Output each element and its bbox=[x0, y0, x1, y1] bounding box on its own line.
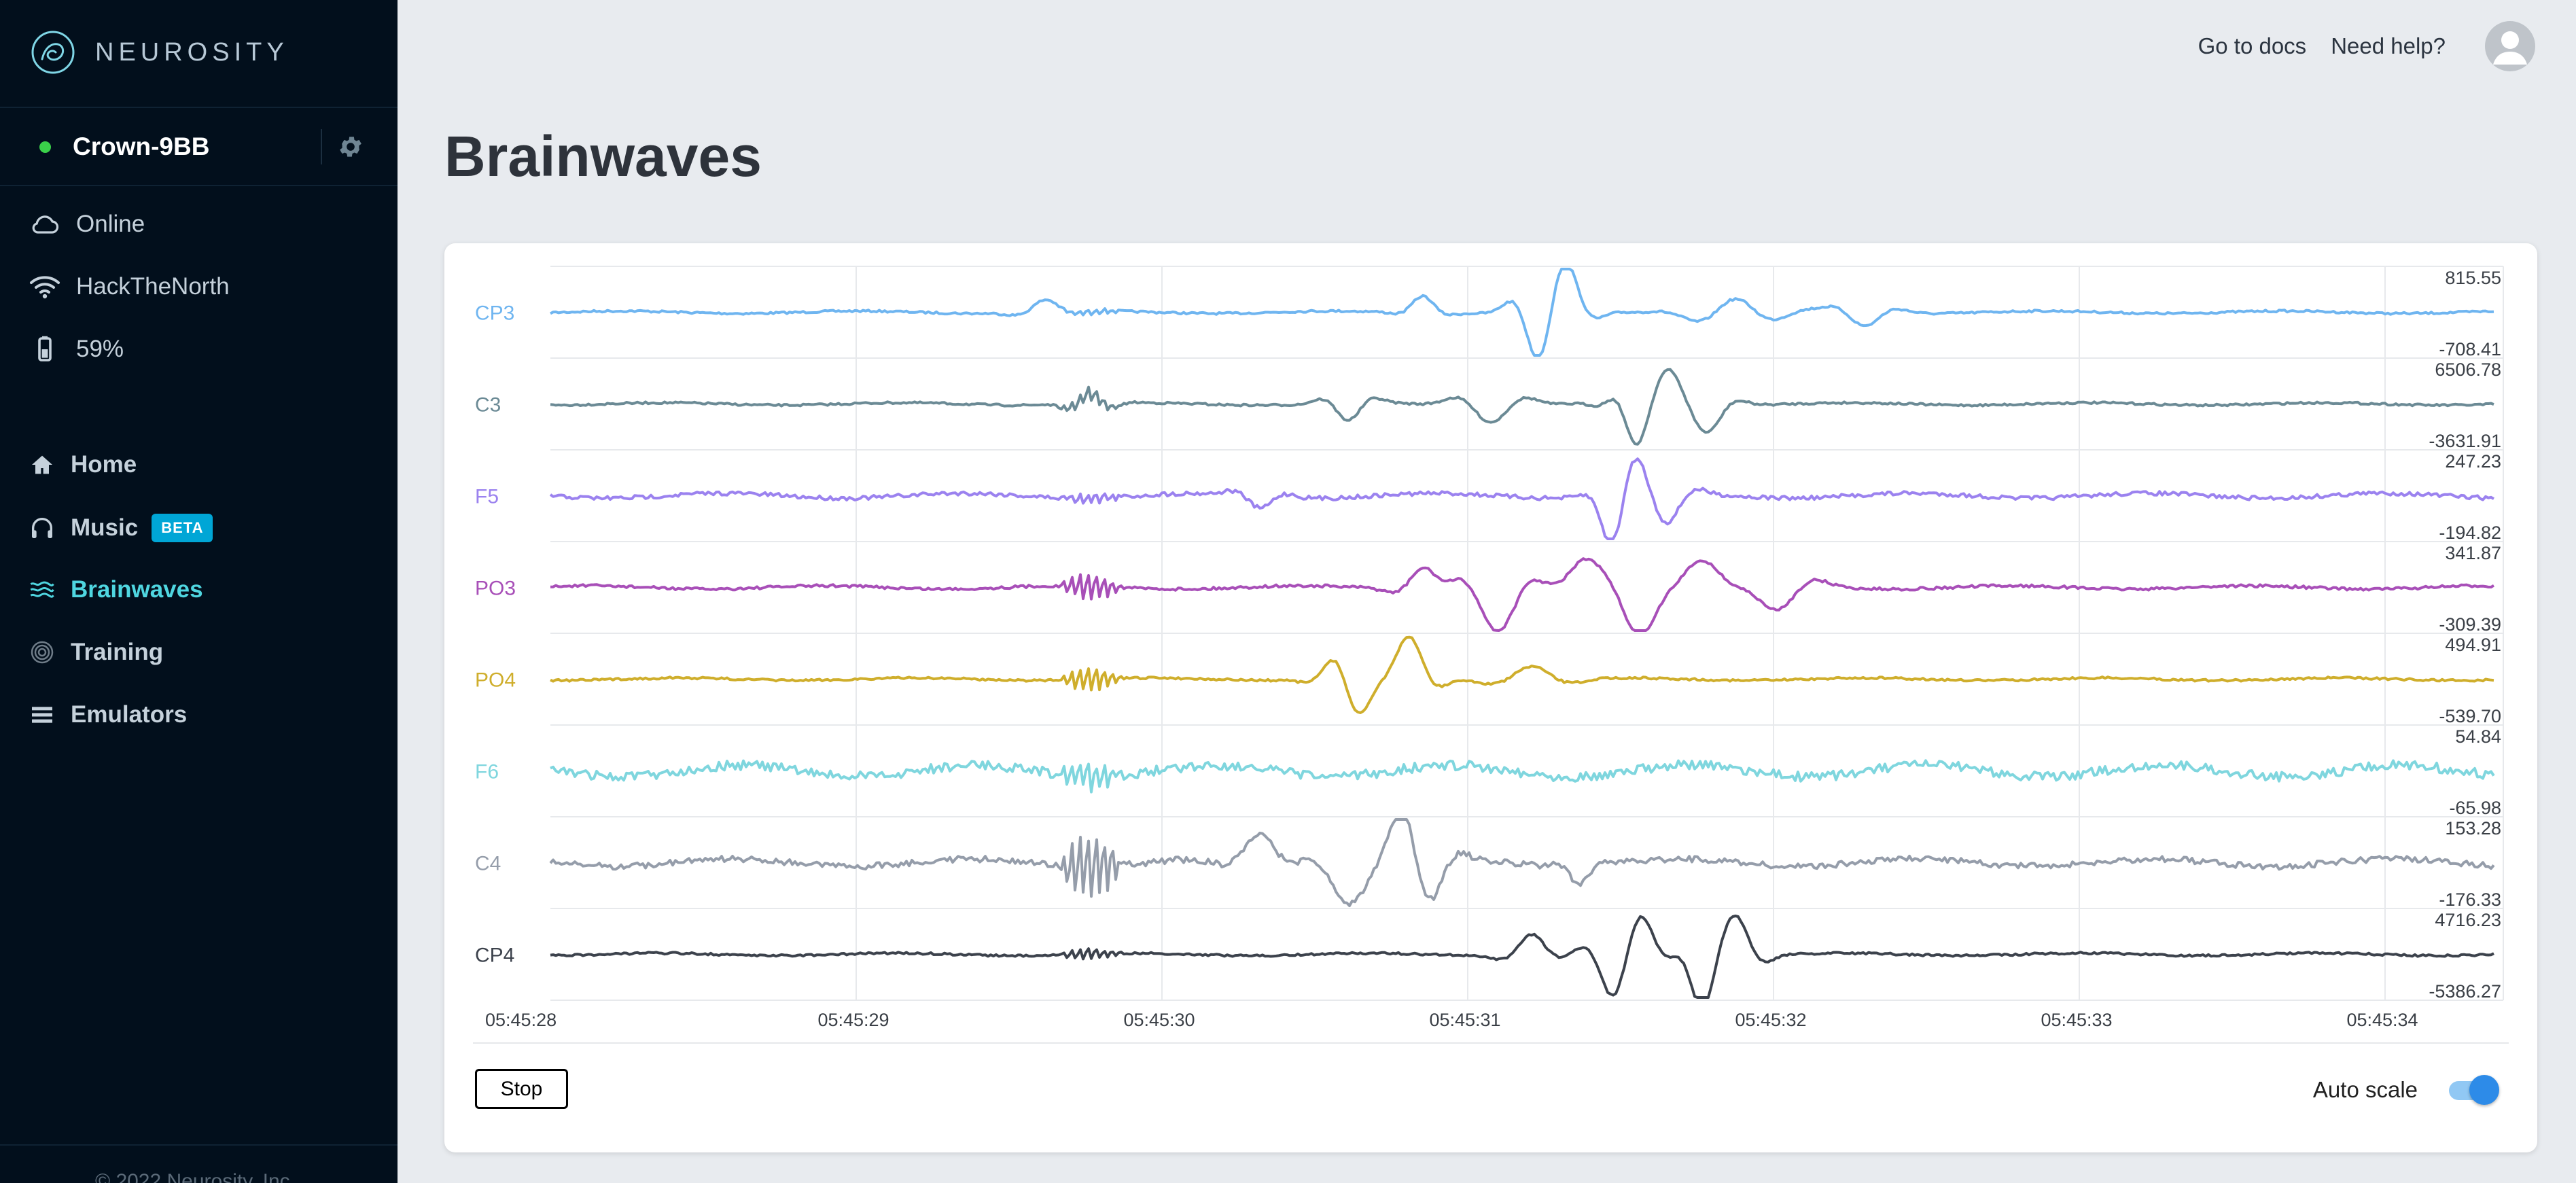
nav-item-home[interactable]: Home bbox=[29, 451, 137, 478]
series-line-f6 bbox=[550, 759, 2495, 794]
series-line-f5 bbox=[549, 457, 2494, 540]
stop-button[interactable]: Stop bbox=[475, 1069, 568, 1109]
user-icon bbox=[2493, 31, 2527, 65]
scale-min-label: -5386.27 bbox=[2429, 981, 2501, 1002]
scale-min-label: -309.39 bbox=[2439, 614, 2501, 635]
time-tick-label: 05:45:32 bbox=[1735, 1010, 1806, 1030]
time-tick-label: 05:45:33 bbox=[2041, 1010, 2112, 1030]
scale-min-label: -539.70 bbox=[2439, 706, 2501, 726]
list-icon bbox=[32, 707, 52, 723]
series-line-c3 bbox=[550, 368, 2494, 446]
gear-icon[interactable] bbox=[337, 133, 364, 160]
scale-max-label: 494.91 bbox=[2445, 635, 2501, 655]
scale-max-label: 153.28 bbox=[2445, 818, 2501, 838]
status-battery: 59% bbox=[29, 333, 124, 366]
status-online-label: Online bbox=[76, 211, 145, 237]
status-online: Online bbox=[29, 208, 145, 241]
avatar[interactable] bbox=[2485, 21, 2535, 71]
channel-label: F6 bbox=[475, 761, 499, 783]
scale-min-label: -176.33 bbox=[2439, 889, 2501, 910]
channel-label: CP4 bbox=[475, 944, 514, 967]
home-icon bbox=[32, 455, 52, 474]
time-tick-label: 05:45:31 bbox=[1429, 1010, 1500, 1030]
scale-min-label: -708.41 bbox=[2439, 339, 2501, 359]
sidebar-divider bbox=[0, 107, 398, 108]
card-divider bbox=[473, 1042, 2509, 1044]
headphones-icon bbox=[32, 518, 52, 538]
nav-item-music[interactable]: Music BETA bbox=[29, 514, 213, 542]
status-battery-label: 59% bbox=[76, 336, 124, 362]
brand-name: NEUROSITY bbox=[95, 37, 289, 67]
brainwaves-card: 05:45:28 05:45:29 05:45:30 05:45:31 05:45:32… bbox=[444, 243, 2537, 1152]
status-wifi-label: HackTheNorth bbox=[76, 273, 230, 300]
time-tick-label: 05:45:28 bbox=[485, 1010, 557, 1030]
device-status-dot bbox=[39, 141, 51, 153]
nav-item-label: Music bbox=[71, 514, 139, 541]
time-tick-label: 05:45:34 bbox=[2346, 1010, 2418, 1030]
brainwave-chart: 05:45:28 05:45:29 05:45:30 05:45:31 05:45:32… bbox=[475, 266, 2504, 1030]
series-line-po3 bbox=[550, 557, 2494, 632]
toggle-knob bbox=[2469, 1075, 2499, 1105]
fingerprint-icon bbox=[31, 641, 54, 664]
nav-item-training[interactable]: Training bbox=[29, 639, 163, 666]
brand-logo[interactable]: NEUROSITY bbox=[29, 25, 289, 80]
scale-max-label: 4716.23 bbox=[2435, 910, 2501, 930]
docs-link[interactable]: Go to docs bbox=[2198, 33, 2307, 58]
device-name: Crown-9BB bbox=[73, 133, 210, 160]
channel-label: PO3 bbox=[475, 578, 516, 600]
sidebar: NEUROSITY Crown-9BB Online HackTheNorth … bbox=[0, 0, 398, 1183]
battery-icon bbox=[38, 336, 52, 361]
nav-item-label: Brainwaves bbox=[71, 576, 203, 603]
series-line-cp3 bbox=[550, 268, 2494, 357]
channel-label: PO4 bbox=[475, 669, 516, 692]
beta-badge: BETA bbox=[152, 514, 213, 542]
autoscale-label: Auto scale bbox=[2312, 1077, 2418, 1102]
nav-item-label: Emulators bbox=[71, 701, 188, 728]
scale-max-label: 341.87 bbox=[2445, 543, 2501, 563]
scale-min-label: -3631.91 bbox=[2429, 431, 2501, 451]
waves-icon bbox=[30, 581, 54, 598]
cloud-icon bbox=[32, 215, 59, 234]
scale-max-label: 247.23 bbox=[2445, 451, 2501, 472]
series-line-c4 bbox=[549, 818, 2495, 907]
channel-label: C4 bbox=[475, 853, 501, 875]
channel-label: F5 bbox=[475, 486, 499, 508]
top-bar: Go to docs Need help? bbox=[2174, 19, 2535, 73]
sidebar-footer: © 2022 Neurosity, Inc. bbox=[95, 1170, 296, 1183]
neurosity-logo-icon bbox=[31, 31, 75, 74]
channel-label: CP3 bbox=[475, 302, 514, 325]
autoscale-toggle[interactable] bbox=[2445, 1074, 2499, 1106]
page-title: Brainwaves bbox=[444, 124, 762, 188]
series-line-cp4 bbox=[550, 915, 2494, 999]
series-line-po4 bbox=[550, 635, 2494, 714]
device-selector[interactable]: Crown-9BB bbox=[0, 109, 398, 185]
scale-max-label: 6506.78 bbox=[2435, 359, 2501, 380]
wifi-icon bbox=[30, 276, 60, 299]
status-wifi: HackTheNorth bbox=[29, 270, 230, 303]
time-tick-label: 05:45:30 bbox=[1123, 1010, 1195, 1030]
scale-min-label: -194.82 bbox=[2439, 523, 2501, 543]
sidebar-divider bbox=[0, 1144, 398, 1146]
scale-max-label: 815.55 bbox=[2445, 268, 2501, 288]
device-separator bbox=[321, 129, 322, 164]
nav-item-label: Training bbox=[71, 639, 164, 665]
autoscale-control: Auto scale bbox=[2313, 1074, 2499, 1106]
nav-item-brainwaves[interactable]: Brainwaves bbox=[29, 576, 203, 603]
nav-item-label: Home bbox=[71, 451, 137, 478]
channel-label: C3 bbox=[475, 394, 501, 417]
scale-max-label: 54.84 bbox=[2455, 726, 2501, 747]
help-link[interactable]: Need help? bbox=[2331, 33, 2446, 58]
time-tick-label: 05:45:29 bbox=[817, 1010, 889, 1030]
sidebar-divider bbox=[0, 185, 398, 186]
nav-item-emulators[interactable]: Emulators bbox=[29, 701, 187, 728]
scale-min-label: -65.98 bbox=[2449, 798, 2501, 818]
